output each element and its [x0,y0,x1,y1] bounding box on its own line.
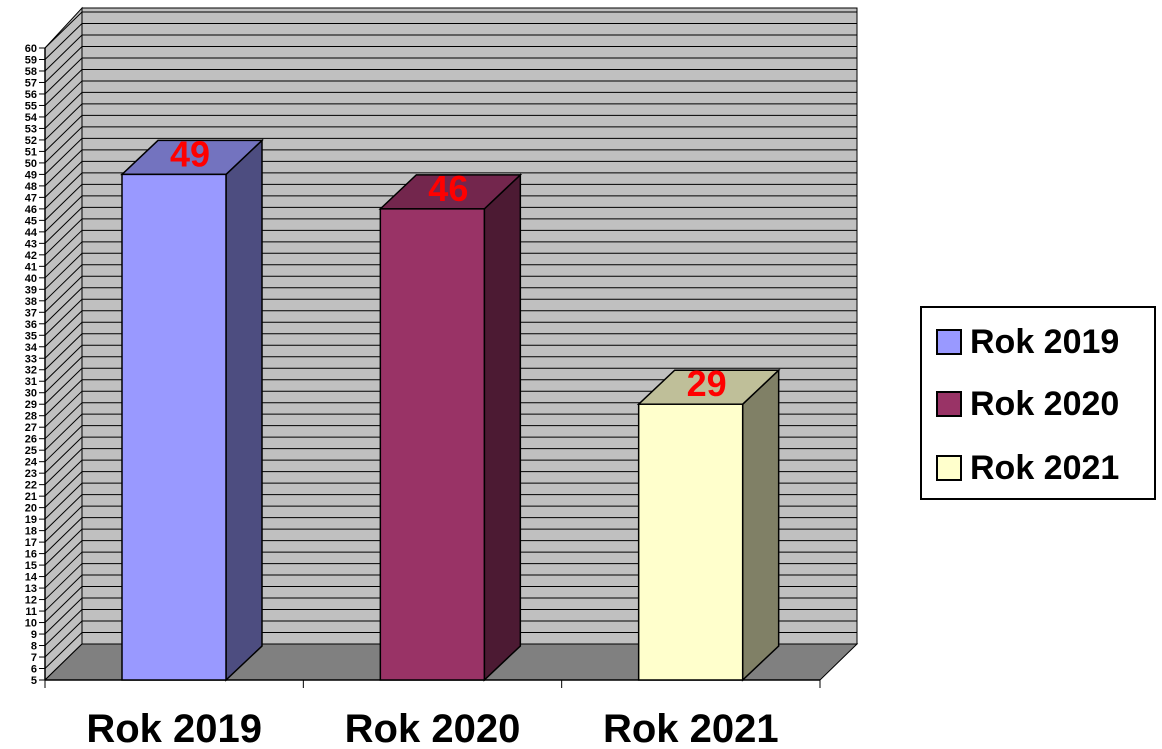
y-tick-label: 56 [25,89,37,101]
bar-rok-2019 [122,140,262,680]
y-tick-label: 52 [25,135,37,147]
bar-side [484,175,520,680]
y-tick-label: 25 [25,445,37,457]
bar-side [226,140,262,680]
data-label: 46 [428,168,468,209]
y-tick-label: 54 [25,112,38,124]
x-axis: Rok 2019 Rok 2020 Rok 2021 [45,680,820,749]
y-tick-label: 13 [25,583,37,595]
y-tick-label: 43 [25,238,37,250]
y-tick-label: 28 [25,411,37,423]
legend-item-rok-2021: Rok 2021 [936,448,1119,488]
data-label: 29 [687,363,727,404]
y-tick-label: 44 [25,227,38,239]
y-tick-label: 36 [25,319,37,331]
y-tick-label: 49 [25,169,37,181]
y-tick-label: 18 [25,526,37,538]
y-tick-label: 22 [25,480,37,492]
y-tick-label: 15 [25,560,37,572]
x-tick-label: Rok 2019 [86,707,262,749]
y-tick-label: 50 [25,158,37,170]
y-tick-label: 42 [25,250,37,262]
y-tick-label: 39 [25,284,37,296]
y-tick-label: 53 [25,123,37,135]
legend-label: Rok 2021 [970,449,1119,488]
y-tick-label: 19 [25,514,37,526]
legend: Rok 2019 Rok 2020 Rok 2021 [920,306,1156,500]
y-tick-label: 14 [25,572,38,584]
legend-label: Rok 2020 [970,385,1119,424]
bar-rok-2020 [380,175,520,680]
y-tick-label: 16 [25,549,37,561]
y-tick-label: 11 [25,606,37,618]
y-tick-label: 30 [25,388,37,400]
y-tick-label: 29 [25,399,37,411]
y-tick-label: 55 [25,100,37,112]
y-tick-label: 27 [25,422,37,434]
bar-side [743,370,779,680]
y-tick-label: 35 [25,330,37,342]
y-tick-label: 20 [25,503,37,515]
legend-label: Rok 2019 [970,323,1119,362]
y-tick-label: 8 [31,641,37,653]
y-tick-label: 38 [25,296,37,308]
x-tick-label: Rok 2020 [345,707,521,749]
x-tick-label: Rok 2021 [603,707,779,749]
bar-front [639,404,743,680]
y-tick-label: 6 [31,664,37,676]
y-tick-label: 10 [25,618,37,630]
y-tick-label: 34 [25,342,38,354]
y-tick-label: 9 [31,629,37,641]
y-tick-label: 45 [25,215,37,227]
y-tick-label: 37 [25,307,37,319]
legend-swatch [936,455,962,481]
legend-swatch [936,329,962,355]
y-tick-label: 5 [31,675,37,687]
y-tick-label: 33 [25,353,37,365]
y-tick-label: 31 [25,376,37,388]
y-tick-label: 46 [25,204,37,216]
y-tick-label: 21 [25,491,37,503]
y-tick-label: 23 [25,468,37,480]
bar-front [380,209,484,680]
y-tick-label: 24 [25,457,38,469]
y-tick-label: 40 [25,273,37,285]
legend-item-rok-2020: Rok 2020 [936,384,1119,424]
y-tick-label: 26 [25,434,37,446]
y-tick-label: 60 [25,43,37,55]
legend-item-rok-2019: Rok 2019 [936,322,1119,362]
bar-rok-2021 [639,370,779,680]
y-tick-label: 17 [25,537,37,549]
bar-front [122,174,226,680]
y-tick-label: 32 [25,365,37,377]
legend-swatch [936,391,962,417]
y-tick-label: 47 [25,192,37,204]
y-tick-label: 7 [31,652,37,664]
y-tick-label: 51 [25,146,37,158]
y-axis: 5678910111213141516171819202122232425262… [25,43,45,687]
y-tick-label: 12 [25,595,37,607]
y-tick-label: 57 [25,77,37,89]
data-label: 49 [170,133,210,174]
y-tick-label: 41 [25,261,37,273]
y-tick-label: 58 [25,66,37,78]
y-tick-label: 48 [25,181,37,193]
y-tick-label: 59 [25,54,37,66]
